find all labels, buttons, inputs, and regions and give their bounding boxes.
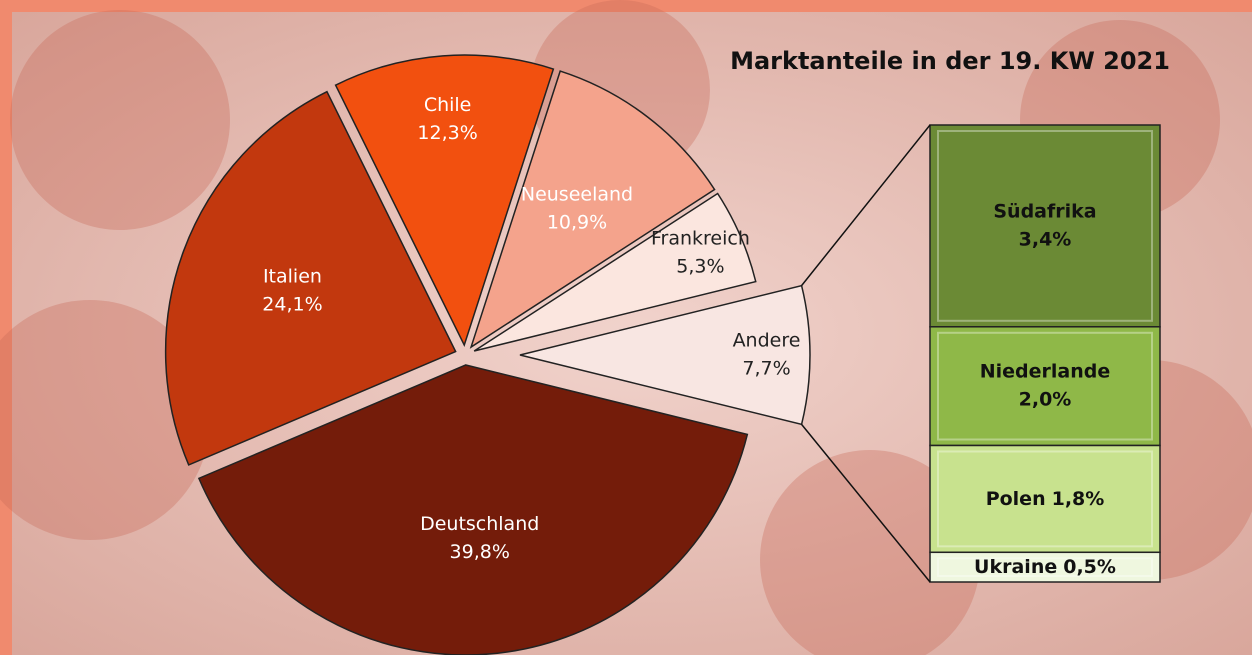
bar-label: Ukraine 0,5%	[974, 556, 1116, 578]
chart-title: Marktanteile in der 19. KW 2021	[730, 47, 1170, 75]
page: Marktanteile in der 19. KW 2021 Deutschl…	[0, 0, 1252, 655]
slice-value: 39,8%	[450, 541, 510, 563]
bar-value: 3,4%	[1019, 228, 1072, 250]
bar-label: Polen 1,8%	[986, 487, 1105, 509]
slice-label: Andere	[733, 330, 801, 352]
bar-value: 2,0%	[1019, 389, 1072, 411]
bar-segment	[930, 327, 1160, 446]
slice-label: Neuseeland	[521, 184, 633, 206]
bar-segment	[930, 125, 1160, 327]
bar-category: Ukraine	[974, 556, 1057, 578]
slice-label: Frankreich	[651, 228, 750, 250]
slice-value: 5,3%	[676, 256, 724, 278]
slice-label: Deutschland	[420, 513, 539, 535]
bar-value: 1,8%	[1052, 487, 1105, 509]
bar-value: 0,5%	[1063, 556, 1116, 578]
slice-label: Chile	[424, 94, 472, 116]
slice-label: Italien	[263, 266, 322, 288]
slice-value: 10,9%	[547, 212, 607, 234]
bar-label: Niederlande	[980, 361, 1111, 383]
slice-value: 12,3%	[417, 122, 477, 144]
chart: Marktanteile in der 19. KW 2021 Deutschl…	[0, 0, 1252, 655]
slice-value: 24,1%	[262, 294, 322, 316]
slice-value: 7,7%	[742, 358, 790, 380]
bar-label: Südafrika	[993, 200, 1096, 222]
bar-category: Polen	[986, 487, 1046, 509]
